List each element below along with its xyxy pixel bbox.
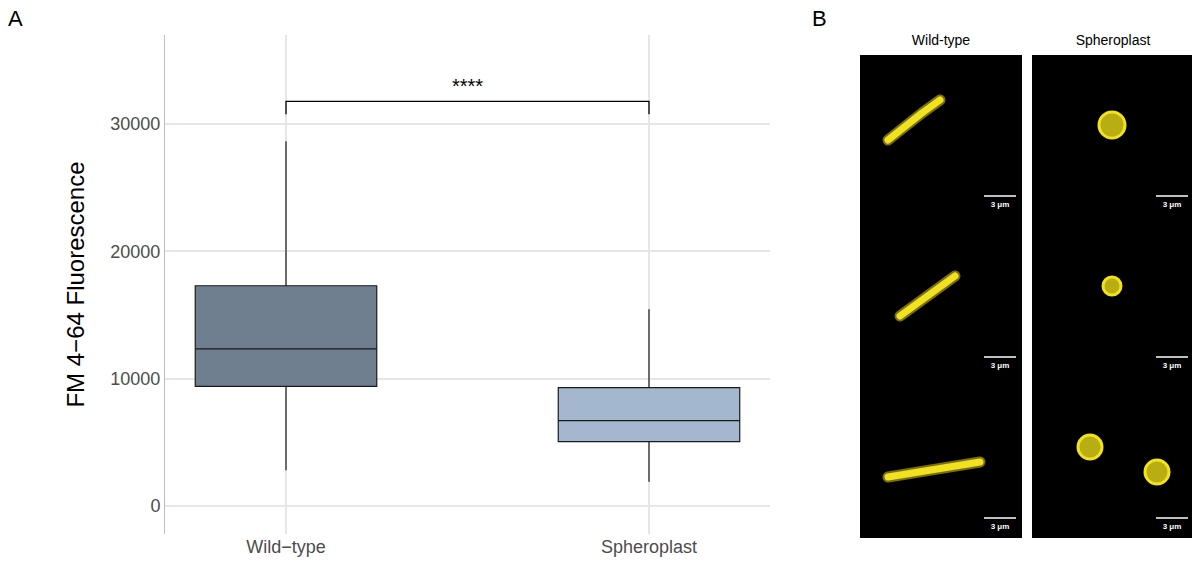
svg-text:30000: 30000 <box>110 114 160 134</box>
html-text:B: B <box>812 6 827 31</box>
svg-text:Spheroplast: Spheroplast <box>601 537 697 557</box>
svg-text:Wild−type: Wild−type <box>246 537 326 557</box>
svg-text:Spheroplast: Spheroplast <box>1076 32 1151 48</box>
svg-text:0: 0 <box>150 496 160 516</box>
html-text:A: A <box>8 6 23 31</box>
svg-text:3 μm: 3 μm <box>991 522 1010 531</box>
svg-text:3 μm: 3 μm <box>1163 361 1182 370</box>
svg-text:3 μm: 3 μm <box>1163 522 1182 531</box>
svg-text:3 μm: 3 μm <box>991 361 1010 370</box>
svg-text:Wild-type: Wild-type <box>912 32 971 48</box>
svg-text:****: **** <box>452 75 483 97</box>
svg-text:20000: 20000 <box>110 242 160 262</box>
svg-text:10000: 10000 <box>110 369 160 389</box>
svg-text:FM 4−64 Fluorescence: FM 4−64 Fluorescence <box>62 161 89 407</box>
svg-text:3 μm: 3 μm <box>1163 200 1182 209</box>
svg-text:3 μm: 3 μm <box>991 200 1010 209</box>
